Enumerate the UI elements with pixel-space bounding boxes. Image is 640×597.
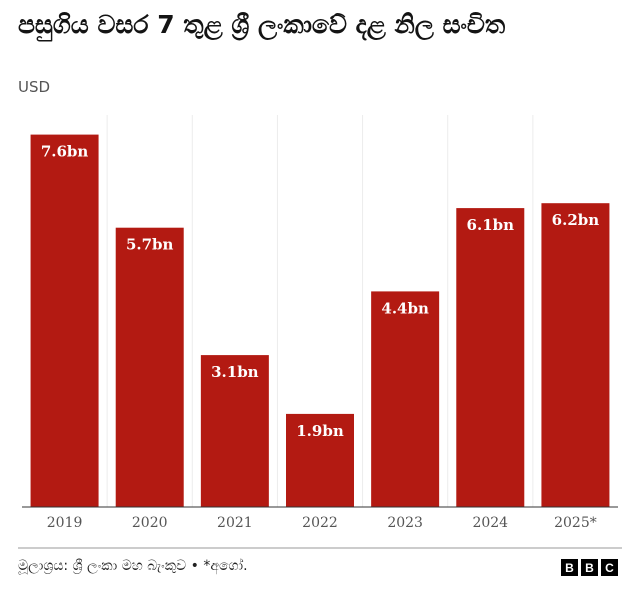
bar [30, 134, 99, 507]
value-label: 4.4bn [381, 299, 429, 317]
bar [456, 208, 525, 507]
x-tick-label: 2020 [132, 515, 168, 531]
value-label: 7.6bn [41, 143, 89, 161]
subtitle: USD [18, 78, 51, 96]
logo-letter: C [601, 559, 618, 576]
chart-title: පසුගිය වසර 7 තුළ ශ්‍රී ලංකාවේ දළ නිල සංච… [18, 10, 506, 39]
value-label: 1.9bn [296, 422, 344, 440]
logo-letter: B [561, 559, 578, 576]
bar [286, 413, 354, 507]
value-label: 5.7bn [126, 236, 174, 254]
value-label: 6.2bn [552, 211, 600, 229]
bar [541, 203, 610, 507]
x-tick-label: 2021 [217, 515, 253, 531]
bar [200, 355, 269, 507]
value-label: 3.1bn [211, 363, 259, 381]
logo-letter: B [581, 559, 598, 576]
value-label: 6.1bn [467, 216, 515, 234]
x-tick-label: 2025* [554, 515, 597, 531]
x-tick-label: 2024 [472, 515, 508, 531]
x-tick-label: 2022 [302, 515, 338, 531]
source: මූලාශ්‍රය: ශ්‍රී ලංකා මහ බැංකුව • *අගෝ. [18, 558, 248, 574]
x-tick-label: 2023 [387, 515, 423, 531]
bar [371, 291, 440, 507]
logo: B B C [561, 559, 618, 576]
x-tick-label: 2019 [47, 515, 83, 531]
bar [115, 227, 184, 507]
